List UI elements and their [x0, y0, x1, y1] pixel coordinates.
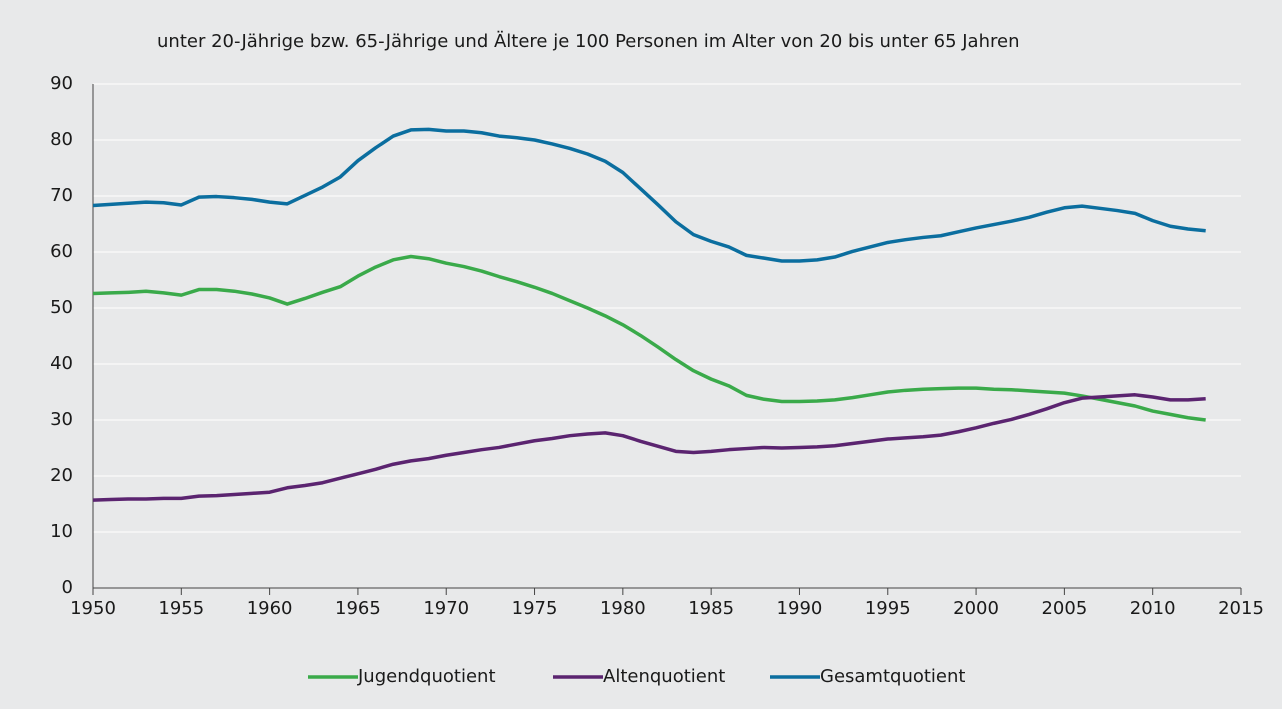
y-tick-label: 0 [62, 577, 73, 598]
x-tick-label: 1995 [865, 598, 911, 619]
line [92, 127, 1206, 263]
x-tick-label: 2000 [953, 598, 999, 619]
x-tick-label: 2010 [1130, 598, 1176, 619]
y-tick-label: 20 [50, 465, 73, 486]
x-tick-label: 1950 [70, 598, 116, 619]
chart-title: unter 20-Jährige bzw. 65-Jährige und Ält… [157, 31, 1019, 52]
x-tick-label: 1980 [600, 598, 646, 619]
line [92, 254, 1206, 422]
x-tick-label: 1955 [158, 598, 204, 619]
x-tick-label: 1960 [247, 598, 293, 619]
x-tick-label: 2015 [1218, 598, 1264, 619]
y-tick-label: 10 [50, 521, 73, 542]
x-tick-label: 1970 [423, 598, 469, 619]
x-tick-label: 1965 [335, 598, 381, 619]
y-tick-label: 50 [50, 297, 73, 318]
legend-label: Jugendquotient [357, 666, 496, 687]
legend-label: Gesamtquotient [820, 666, 965, 687]
y-tick-label: 90 [50, 73, 73, 94]
legend-label: Altenquotient [603, 666, 725, 687]
x-tick-label: 1990 [777, 598, 823, 619]
y-tick-label: 30 [50, 409, 73, 430]
y-tick-label: 70 [50, 185, 73, 206]
x-tick-label: 1975 [512, 598, 558, 619]
y-tick-label: 40 [50, 353, 73, 374]
x-tick-label: 1985 [688, 598, 734, 619]
x-tick-label: 2005 [1041, 598, 1087, 619]
y-tick-label: 60 [50, 241, 73, 262]
line [92, 393, 1206, 502]
y-tick-label: 80 [50, 129, 73, 150]
